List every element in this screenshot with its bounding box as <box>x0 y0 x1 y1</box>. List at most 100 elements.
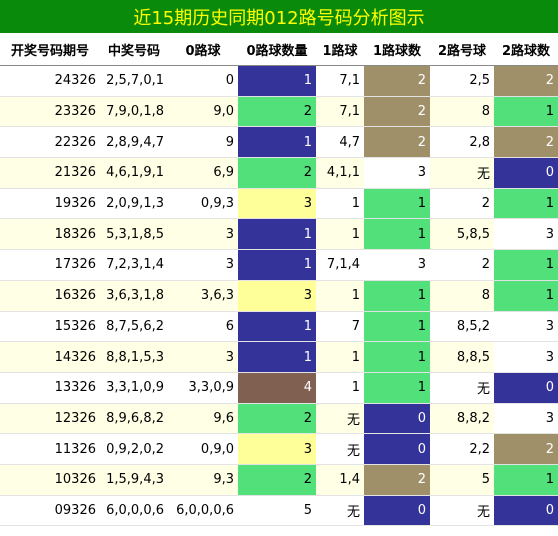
cell-route2-count: 3 <box>494 311 558 343</box>
header-route1: 1路球 <box>316 33 364 66</box>
table-row: 13326 3,3,1,0,9 3,3,0,9 4 1 1 无 0 <box>0 372 558 404</box>
cell-route0: 3 <box>168 218 238 251</box>
header-numbers: 中奖号码 <box>100 33 168 66</box>
cell-numbers: 3,3,1,0,9 <box>100 372 168 404</box>
cell-route1-count: 1 <box>364 311 430 343</box>
cell-route2: 8 <box>430 280 494 312</box>
cell-route1: 1 <box>316 341 364 373</box>
cell-route1: 1 <box>316 188 364 220</box>
cell-route2: 2,5 <box>430 65 494 97</box>
cell-route0-count: 3 <box>238 280 316 312</box>
cell-route1-count: 1 <box>364 341 430 373</box>
cell-route1-count: 2 <box>364 65 430 97</box>
cell-route1-count: 2 <box>364 464 430 496</box>
cell-route1: 7 <box>316 311 364 343</box>
cell-route0: 0 <box>168 65 238 97</box>
cell-route0: 6 <box>168 311 238 343</box>
cell-period: 13326 <box>0 372 100 404</box>
cell-period: 21326 <box>0 157 100 189</box>
cell-route0: 3,6,3 <box>168 280 238 312</box>
table-row: 23326 7,9,0,1,8 9,0 2 7,1 2 8 1 <box>0 96 558 128</box>
cell-route0-count: 1 <box>238 126 316 159</box>
header-route2: 2路号球 <box>430 33 494 66</box>
cell-route1: 1 <box>316 372 364 404</box>
cell-period: 19326 <box>0 188 100 220</box>
cell-route0: 9,3 <box>168 464 238 496</box>
cell-route0: 9,6 <box>168 403 238 435</box>
cell-route1: 7,1 <box>316 65 364 97</box>
cell-route1-count: 0 <box>364 433 430 465</box>
cell-numbers: 7,9,0,1,8 <box>100 96 168 128</box>
cell-period: 11326 <box>0 433 100 465</box>
cell-period: 24326 <box>0 65 100 97</box>
cell-route0-count: 2 <box>238 96 316 128</box>
cell-numbers: 4,6,1,9,1 <box>100 157 168 189</box>
cell-numbers: 8,7,5,6,2 <box>100 311 168 343</box>
cell-route0-count: 3 <box>238 188 316 220</box>
cell-route2: 8 <box>430 96 494 128</box>
cell-route1: 无 <box>316 495 364 527</box>
cell-route0-count: 1 <box>238 65 316 97</box>
cell-numbers: 8,8,1,5,3 <box>100 341 168 373</box>
cell-route1-count: 3 <box>364 157 430 189</box>
cell-route2: 8,8,2 <box>430 403 494 435</box>
cell-route2-count: 3 <box>494 218 558 251</box>
cell-numbers: 0,9,2,0,2 <box>100 433 168 465</box>
cell-route2-count: 1 <box>494 188 558 220</box>
cell-route2: 2,2 <box>430 433 494 465</box>
cell-period: 10326 <box>0 464 100 496</box>
table-row: 11326 0,9,2,0,2 0,9,0 3 无 0 2,2 2 <box>0 433 558 465</box>
cell-route0-count: 2 <box>238 464 316 496</box>
cell-route1: 1 <box>316 218 364 251</box>
analysis-table: 开奖号码期号 中奖号码 0路球 0路球数量 1路球 1路球数 2路号球 2路球数… <box>0 33 558 527</box>
cell-numbers: 5,3,1,8,5 <box>100 218 168 251</box>
cell-route1: 无 <box>316 403 364 435</box>
cell-route0: 6,0,0,0,6 <box>168 495 238 527</box>
cell-numbers: 2,0,9,1,3 <box>100 188 168 220</box>
cell-route0-count: 1 <box>238 249 316 281</box>
cell-numbers: 2,8,9,4,7 <box>100 126 168 159</box>
cell-route2-count: 0 <box>494 157 558 189</box>
cell-route2: 无 <box>430 157 494 189</box>
table-row: 18326 5,3,1,8,5 3 1 1 1 5,8,5 3 <box>0 218 558 251</box>
cell-route1-count: 2 <box>364 96 430 128</box>
cell-route0-count: 2 <box>238 157 316 189</box>
cell-numbers: 8,9,6,8,2 <box>100 403 168 435</box>
cell-route1: 1 <box>316 280 364 312</box>
cell-route1: 7,1 <box>316 96 364 128</box>
table-row: 12326 8,9,6,8,2 9,6 2 无 0 8,8,2 3 <box>0 403 558 435</box>
cell-route1-count: 1 <box>364 372 430 404</box>
header-route2-count: 2路球数 <box>494 33 558 66</box>
cell-route0-count: 1 <box>238 311 316 343</box>
cell-route1: 7,1,4 <box>316 249 364 281</box>
cell-route2-count: 0 <box>494 372 558 404</box>
cell-period: 18326 <box>0 218 100 251</box>
cell-route1-count: 0 <box>364 403 430 435</box>
cell-route2: 无 <box>430 495 494 527</box>
cell-route2: 8,8,5 <box>430 341 494 373</box>
cell-route2-count: 1 <box>494 249 558 281</box>
cell-route0-count: 1 <box>238 341 316 373</box>
table-row: 09326 6,0,0,0,6 6,0,0,0,6 5 无 0 无 0 <box>0 495 558 527</box>
cell-route2-count: 1 <box>494 464 558 496</box>
cell-route2: 2 <box>430 188 494 220</box>
cell-route1: 无 <box>316 433 364 465</box>
cell-route2-count: 2 <box>494 126 558 159</box>
cell-route2-count: 1 <box>494 280 558 312</box>
cell-route0-count: 1 <box>238 218 316 251</box>
table-row: 15326 8,7,5,6,2 6 1 7 1 8,5,2 3 <box>0 311 558 343</box>
header-route0: 0路球 <box>168 33 238 66</box>
cell-numbers: 6,0,0,0,6 <box>100 495 168 527</box>
cell-route0-count: 2 <box>238 403 316 435</box>
table-row: 19326 2,0,9,1,3 0,9,3 3 1 1 2 1 <box>0 188 558 220</box>
header-period: 开奖号码期号 <box>0 33 100 66</box>
cell-period: 23326 <box>0 96 100 128</box>
header-route1-count: 1路球数 <box>364 33 430 66</box>
header-row: 开奖号码期号 中奖号码 0路球 0路球数量 1路球 1路球数 2路号球 2路球数 <box>0 33 558 66</box>
cell-route0: 3,3,0,9 <box>168 372 238 404</box>
cell-route0: 0,9,0 <box>168 433 238 465</box>
cell-route0: 9,0 <box>168 96 238 128</box>
table-row: 21326 4,6,1,9,1 6,9 2 4,1,1 3 无 0 <box>0 157 558 189</box>
cell-route0: 3 <box>168 341 238 373</box>
cell-route2: 2 <box>430 249 494 281</box>
